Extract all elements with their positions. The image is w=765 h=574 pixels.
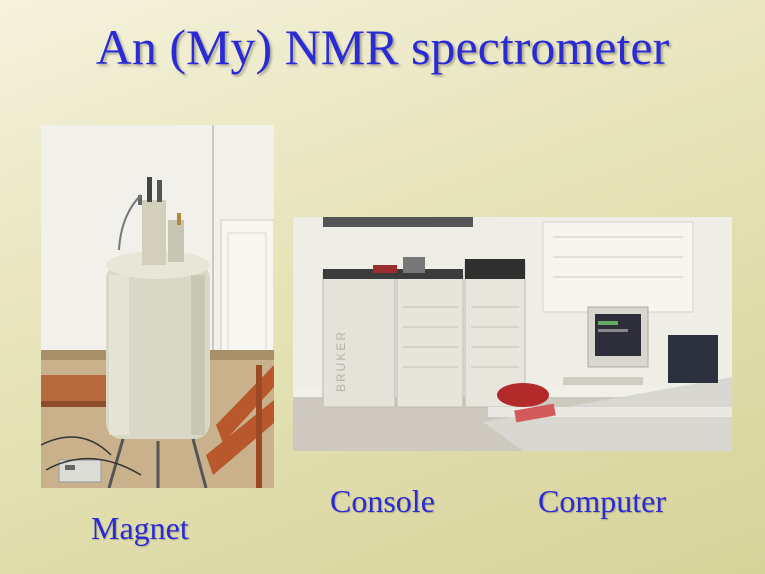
magnet-photo bbox=[41, 125, 274, 488]
console-computer-illustration: BRUKER bbox=[293, 217, 732, 451]
computer-caption: Computer bbox=[538, 483, 666, 519]
magnet-caption: Magnet bbox=[91, 510, 189, 546]
console-computer-photo: BRUKER bbox=[293, 217, 732, 451]
bruker-logo-text: BRUKER bbox=[334, 330, 348, 392]
console-caption: Console bbox=[330, 483, 435, 519]
slide-title: An (My) NMR spectrometer bbox=[95, 19, 670, 75]
magnet-illustration bbox=[41, 125, 274, 488]
